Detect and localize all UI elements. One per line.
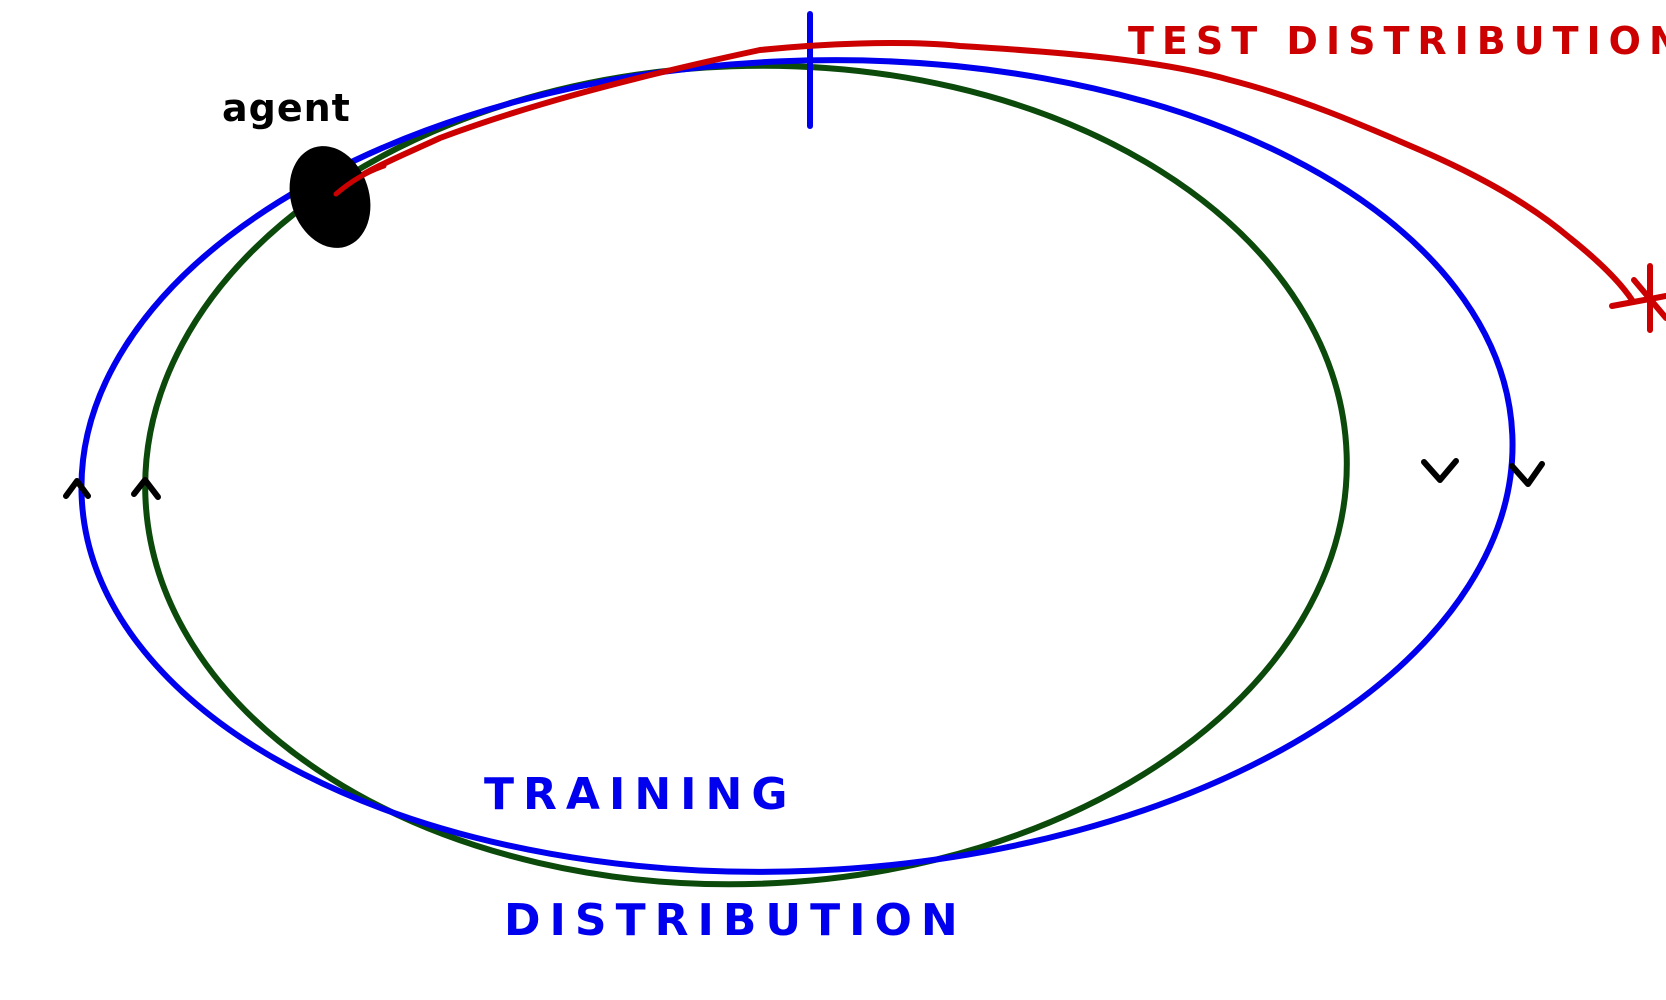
test-path-start bbox=[333, 163, 387, 197]
training-orbit bbox=[78, 57, 1516, 875]
agent-label: agent bbox=[222, 86, 351, 130]
distribution-label: DISTRIBUTION bbox=[504, 895, 967, 946]
test-distribution-path bbox=[333, 40, 1635, 303]
training-label: TRAINING bbox=[484, 769, 796, 820]
agent-marker bbox=[289, 146, 371, 248]
chevron-arrow-icon bbox=[1421, 458, 1459, 483]
chevron-arrow-icon bbox=[1509, 461, 1545, 487]
asterisk-icon bbox=[1609, 263, 1666, 333]
chevron-arrow-icon bbox=[131, 477, 161, 500]
test-distribution-label: TEST DISTRIBUTION bbox=[1128, 19, 1666, 63]
chevron-arrow-icon bbox=[63, 478, 91, 499]
